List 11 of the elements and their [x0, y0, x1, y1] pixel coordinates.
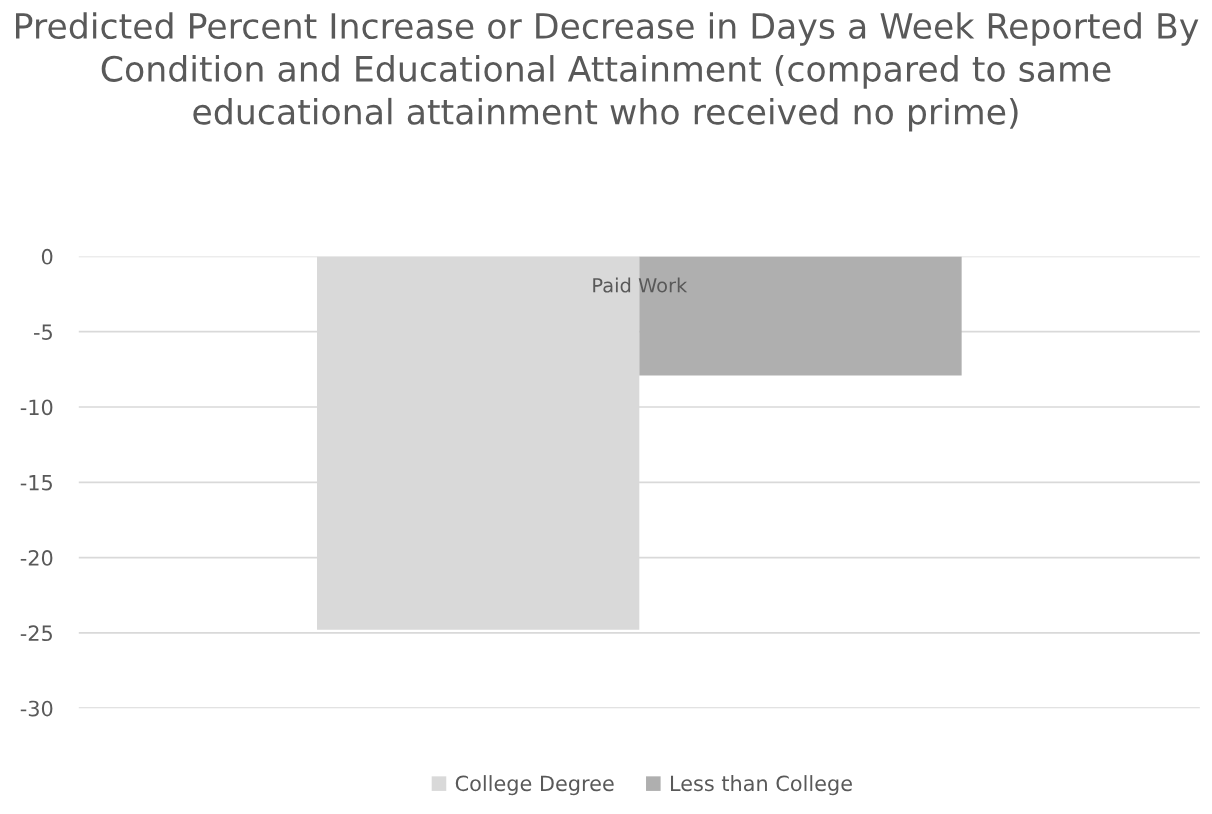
x-tick-label: Paid Work: [593, 277, 688, 293]
y-tick-label: -20: [20, 550, 53, 566]
y-tick-label: -5: [34, 324, 52, 340]
y-tick-label: 0: [41, 248, 53, 265]
legend-label: College Degree: [455, 775, 614, 796]
y-tick-label: -25: [20, 625, 52, 642]
y-tick-label: -10: [20, 399, 53, 416]
y-tick-label: -30: [20, 700, 53, 717]
legend-label: Less than College: [670, 775, 852, 796]
chart-title: Predicted Percent Increase or Decrease in Days a Week Reported By Condition and Educational Attainment (compared to same educational attainment who received no prime): [16, 12, 1199, 132]
y-tick-label: -15: [20, 475, 52, 491]
